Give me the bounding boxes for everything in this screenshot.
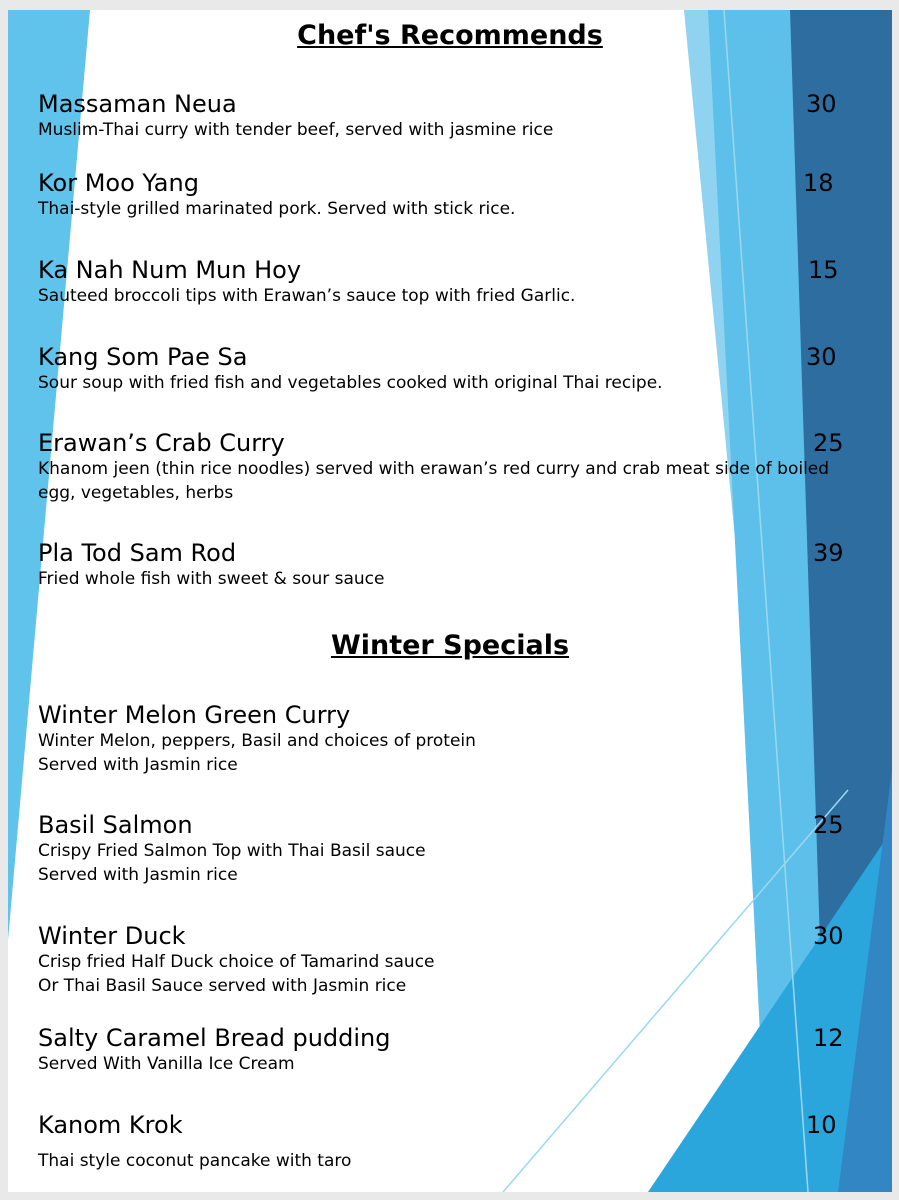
item-name: Pla Tod Sam Rod xyxy=(38,539,237,567)
item-description: Winter Melon, peppers, Basil and choices… xyxy=(38,731,476,751)
item-name: Winter Melon Green Curry xyxy=(38,701,351,729)
item-description: Fried whole fish with sweet & sour sauce xyxy=(38,569,385,589)
item-name: Basil Salmon xyxy=(38,811,193,839)
section-title: Chef's Recommends xyxy=(297,20,603,51)
item-name: Massaman Neua xyxy=(38,90,237,118)
item-name: Ka Nah Num Mun Hoy xyxy=(38,256,302,284)
item-description: Served with Jasmin rice xyxy=(38,755,238,775)
accent-line xyxy=(723,10,809,1192)
item-price: 25 xyxy=(813,429,844,457)
item-description: Served With Vanilla Ice Cream xyxy=(38,1054,295,1074)
item-price: 10 xyxy=(806,1111,837,1139)
item-name: Kanom Krok xyxy=(38,1111,183,1139)
item-description: Crisp fried Half Duck choice of Tamarind… xyxy=(38,952,435,972)
item-price: 18 xyxy=(803,169,834,197)
item-price: 30 xyxy=(806,90,837,118)
bottom-shape xyxy=(648,830,892,1192)
item-name: Salty Caramel Bread pudding xyxy=(38,1024,391,1052)
item-description: Muslim-Thai curry with tender beef, serv… xyxy=(38,120,554,140)
item-name: Kor Moo Yang xyxy=(38,169,199,197)
item-description: Sour soup with fried fish and vegetables… xyxy=(38,373,663,393)
item-description: Khanom jeen (thin rice noodles) served w… xyxy=(38,459,830,479)
item-price: 25 xyxy=(813,811,844,839)
item-description: Crispy Fried Salmon Top with Thai Basil … xyxy=(38,841,426,861)
item-name: Winter Duck xyxy=(38,922,186,950)
item-description: egg, vegetables, herbs xyxy=(38,483,234,503)
item-description: Thai style coconut pancake with taro xyxy=(38,1151,352,1171)
item-name: Erawan’s Crab Curry xyxy=(38,429,285,457)
item-price: 39 xyxy=(813,539,844,567)
item-description: Sauteed broccoli tips with Erawan’s sauc… xyxy=(38,286,576,306)
item-price: 30 xyxy=(813,922,844,950)
item-price: 15 xyxy=(808,256,839,284)
item-price: 12 xyxy=(813,1024,844,1052)
item-description: Served with Jasmin rice xyxy=(38,865,238,885)
left-shape xyxy=(8,10,90,940)
item-description: Thai-style grilled marinated pork. Serve… xyxy=(38,199,516,219)
accent-line xyxy=(502,789,849,1192)
background xyxy=(8,10,892,1192)
bottom-shape-dark xyxy=(838,770,892,1192)
right-shape-mid xyxy=(708,10,828,1192)
item-price: 30 xyxy=(806,343,837,371)
menu-page: Chef's Recommends Massaman Neua Muslim-Tha… xyxy=(8,10,892,1192)
item-name: Kang Som Pae Sa xyxy=(38,343,248,371)
item-description: Or Thai Basil Sauce served with Jasmin r… xyxy=(38,976,407,996)
section-title: Winter Specials xyxy=(330,630,570,661)
